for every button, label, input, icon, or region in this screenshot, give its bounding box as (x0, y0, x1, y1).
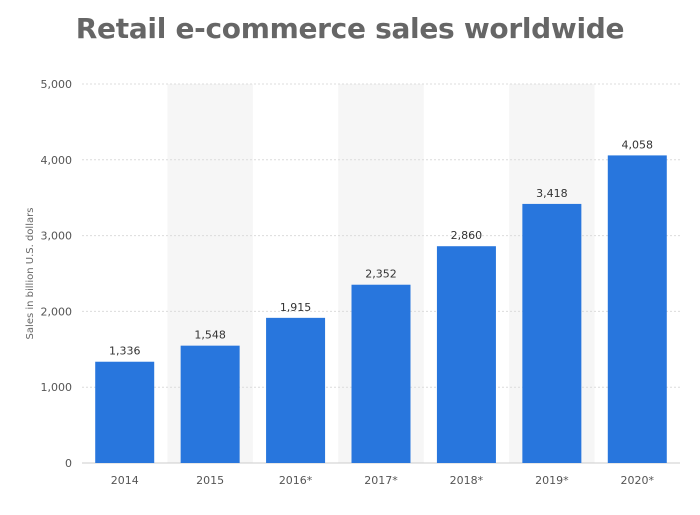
x-tick-label: 2020* (621, 474, 655, 487)
x-tick-label: 2019* (535, 474, 569, 487)
bar (95, 361, 155, 463)
y-tick-label: 1,000 (41, 381, 73, 394)
bar (266, 317, 326, 463)
x-tick-label: 2015 (196, 474, 224, 487)
data-labels: 1,336 1,548 1,915 2,352 2,860 3,418 4,058 (109, 138, 653, 357)
data-label: 1,548 (194, 329, 226, 342)
x-axis-tick-labels: 2014 2015 2016* 2017* 2018* 2019* 2020* (111, 474, 655, 487)
bars (95, 155, 667, 464)
y-axis-tick-labels: 0 1,000 2,000 3,000 4,000 5,000 (41, 78, 73, 470)
x-tick-label: 2014 (111, 474, 139, 487)
y-tick-label: 5,000 (41, 78, 73, 91)
x-tick-label: 2018* (450, 474, 484, 487)
bar (180, 345, 240, 463)
bar (351, 284, 411, 463)
data-label: 4,058 (622, 138, 654, 151)
data-label: 1,915 (280, 301, 312, 314)
y-tick-label: 0 (65, 457, 72, 470)
y-tick-label: 3,000 (41, 230, 73, 243)
y-tick-label: 2,000 (41, 305, 73, 318)
bar (522, 203, 582, 464)
x-tick-label: 2017* (364, 474, 398, 487)
bar (436, 246, 496, 463)
bar (607, 155, 667, 463)
data-label: 1,336 (109, 345, 141, 358)
y-axis-title: Sales in billion U.S. dollars (25, 208, 36, 340)
data-label: 3,418 (536, 187, 568, 200)
data-label: 2,352 (365, 268, 397, 281)
x-tick-label: 2016* (279, 474, 313, 487)
chart-title: Retail e-commerce sales worldwide (75, 12, 625, 45)
data-label: 2,860 (451, 229, 483, 242)
y-tick-label: 4,000 (41, 154, 73, 167)
